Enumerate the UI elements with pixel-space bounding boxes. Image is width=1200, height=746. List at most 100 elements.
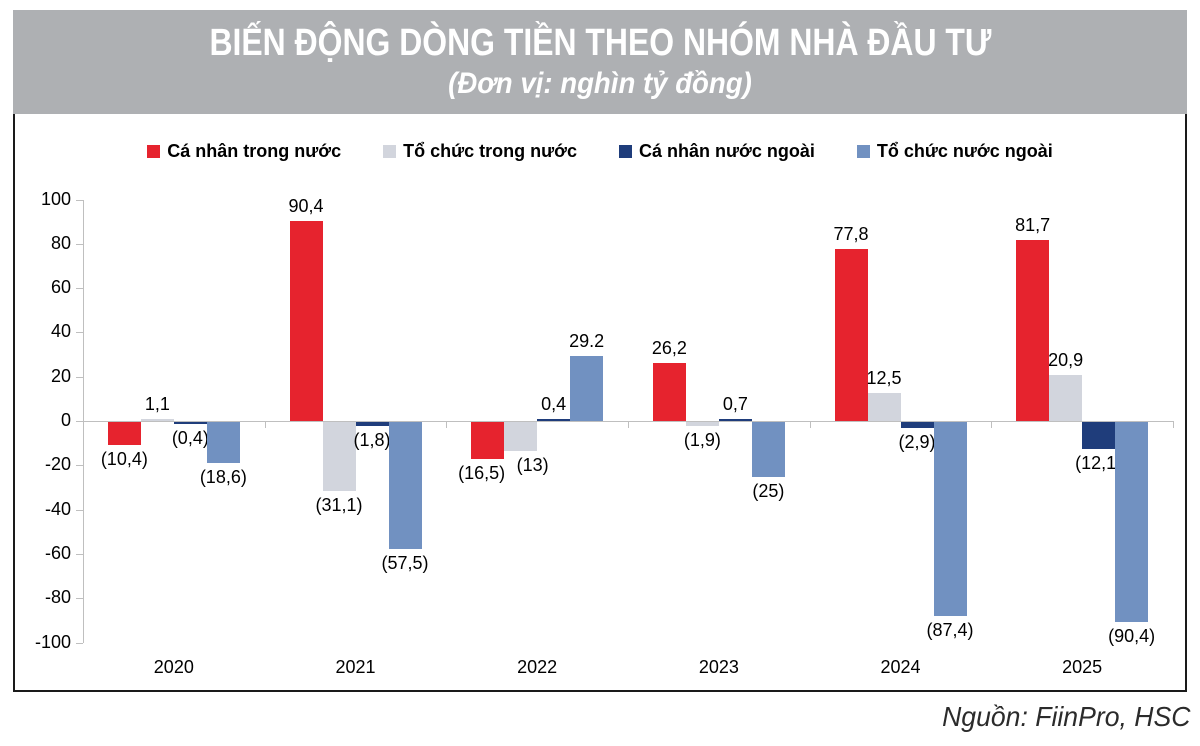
bar-Tổ chức trong nước-2021 [322, 422, 356, 491]
bar-Tổ chức trong nước-2020 [140, 418, 174, 421]
y-axis-tick-label: -20 [44, 454, 71, 475]
bar-value-label: 20,9 [1048, 349, 1084, 370]
bar-Cá nhân trong nước-2024 [834, 248, 868, 421]
legend-item: Tổ chức nước ngoài [856, 141, 1053, 162]
bar-value-label: 77,8 [833, 223, 869, 244]
bar-Cá nhân nước ngoài-2022 [537, 419, 571, 421]
y-axis-tick [76, 243, 83, 245]
y-axis-tick [76, 376, 83, 378]
bar-value-label: (18,6) [199, 467, 247, 488]
bar-Tổ chức nước ngoài-2022 [570, 356, 604, 421]
bar-Cá nhân nước ngoài-2021 [355, 422, 389, 426]
bar-value-label: (31,1) [315, 494, 363, 515]
x-axis-tick [628, 421, 629, 428]
bar-value-label: (1,8) [353, 429, 391, 450]
legend-item: Cá nhân trong nước [147, 141, 341, 162]
y-axis-tick [76, 332, 83, 334]
chart-unit-subtitle: (Đơn vị: nghìn tỷ đồng) [448, 67, 752, 100]
bar-value-label: (2,9) [898, 432, 936, 453]
x-axis-tick [809, 421, 811, 428]
y-axis-tick [76, 199, 83, 201]
bar-value-label: (1,9) [683, 430, 721, 451]
y-axis-tick [76, 553, 83, 555]
x-axis-category-label: 2024 [880, 657, 921, 677]
bar-value-label: (25) [752, 481, 785, 502]
bar-value-label: 26,2 [651, 337, 687, 358]
legend: Cá nhân trong nước Tổ chức trong nước Cá n… [15, 141, 1185, 162]
x-axis-tick [1173, 421, 1175, 428]
x-axis-tick [991, 421, 993, 428]
bar-value-label: 81,7 [1015, 215, 1051, 236]
legend-color-swatch-icon [856, 145, 870, 158]
bar-value-label: 90,4 [288, 195, 324, 216]
bar-value-label: 1,1 [144, 393, 170, 414]
y-axis-tick [76, 421, 83, 422]
bar-value-label: (90,4) [1108, 626, 1156, 647]
bar-Cá nhân trong nước-2022 [471, 422, 505, 459]
legend-color-swatch-icon [147, 145, 161, 158]
bar-value-label: (10,4) [100, 449, 148, 470]
x-axis-category-label: 2022 [517, 657, 558, 677]
x-axis-category-label: 2021 [335, 657, 376, 677]
bar-value-label: (57,5) [381, 553, 429, 574]
x-axis-tick [446, 421, 448, 428]
y-axis-tick [76, 465, 83, 467]
legend-label: Cá nhân trong nước [167, 141, 342, 161]
chart-container: Cá nhân trong nước Tổ chức trong nước Cá n… [13, 114, 1187, 692]
y-axis-tick-label: -80 [44, 587, 71, 608]
y-axis-tick-label: 0 [60, 410, 71, 430]
bar-value-label: (0,4) [171, 427, 209, 448]
bar-value-label: 29.2 [569, 331, 605, 352]
y-axis-tick-label: 60 [50, 277, 71, 298]
bar-Tổ chức trong nước-2023 [685, 422, 719, 427]
x-axis-category-label: 2020 [153, 657, 194, 677]
source-credit: Nguồn: FiinPro, HSC [941, 701, 1190, 732]
y-axis-tick [76, 642, 83, 644]
bar-Cá nhân trong nước-2020 [107, 422, 141, 446]
bar-value-label: (13) [516, 454, 549, 475]
plot-area: 100 80 60 40 20 0 -20 -40 -60 -80 -100 (10,4) 90,4 (1… [15, 114, 1185, 690]
legend-label: Tổ chức trong nước [403, 141, 577, 161]
x-axis-category-label: 2025 [1062, 657, 1103, 677]
legend-label: Cá nhân nước ngoài [638, 141, 815, 161]
legend-color-swatch-icon [618, 145, 632, 158]
bar-Tổ chức nước ngoài-2024 [933, 422, 967, 616]
y-axis-tick-label: -60 [44, 542, 71, 563]
bar-Tổ chức trong nước-2024 [867, 393, 901, 421]
bar-value-label: 12,5 [866, 368, 902, 389]
legend-item: Cá nhân nước ngoài [618, 141, 815, 162]
bar-Cá nhân nước ngoài-2020 [173, 422, 207, 424]
bar-value-label: (16,5) [458, 462, 506, 483]
bar-Cá nhân nước ngoài-2024 [900, 422, 934, 429]
bar-Cá nhân nước ngoài-2025 [1082, 422, 1116, 449]
bar-value-label: 0,4 [541, 394, 567, 415]
bar-Cá nhân trong nước-2023 [652, 362, 686, 421]
bar-Cá nhân nước ngoài-2023 [718, 419, 752, 421]
x-axis-tick [264, 421, 266, 428]
chart-title: BIẾN ĐỘNG DÒNG TIỀN THEO NHÓM NHÀ ĐẦU TƯ [209, 22, 991, 64]
bar-Tổ chức trong nước-2022 [504, 422, 538, 451]
bar-value-label: (12,1) [1075, 452, 1123, 473]
y-axis-tick [76, 509, 83, 511]
legend-color-swatch-icon [383, 145, 397, 158]
bar-Tổ chức nước ngoài-2025 [1115, 422, 1149, 623]
bar-Tổ chức nước ngoài-2020 [206, 422, 240, 464]
bar-value-label: (87,4) [926, 619, 974, 640]
bar-Cá nhân trong nước-2021 [289, 220, 323, 421]
bar-Tổ chức nước ngoài-2023 [751, 422, 785, 478]
legend-label: Tổ chức nước ngoài [876, 141, 1053, 161]
x-axis-category-label: 2023 [698, 657, 739, 677]
y-axis-tick-label: 100 [40, 188, 71, 209]
y-axis-tick [76, 288, 83, 290]
legend-item: Tổ chức trong nước [383, 141, 577, 162]
bar-Tổ chức nước ngoài-2021 [388, 422, 422, 550]
y-axis-tick-label: 20 [50, 365, 71, 386]
y-axis-tick-label: -40 [44, 498, 71, 519]
bar-value-label: 0,7 [722, 394, 748, 415]
y-axis-tick-label: 80 [50, 232, 71, 253]
chart-title-banner: BIẾN ĐỘNG DÒNG TIỀN THEO NHÓM NHÀ ĐẦU TƯ… [13, 10, 1187, 114]
bar-Tổ chức trong nước-2025 [1049, 374, 1083, 421]
y-axis-tick [76, 598, 83, 600]
y-axis-tick-label: -100 [34, 631, 71, 652]
y-axis-tick-label: 40 [50, 321, 71, 342]
